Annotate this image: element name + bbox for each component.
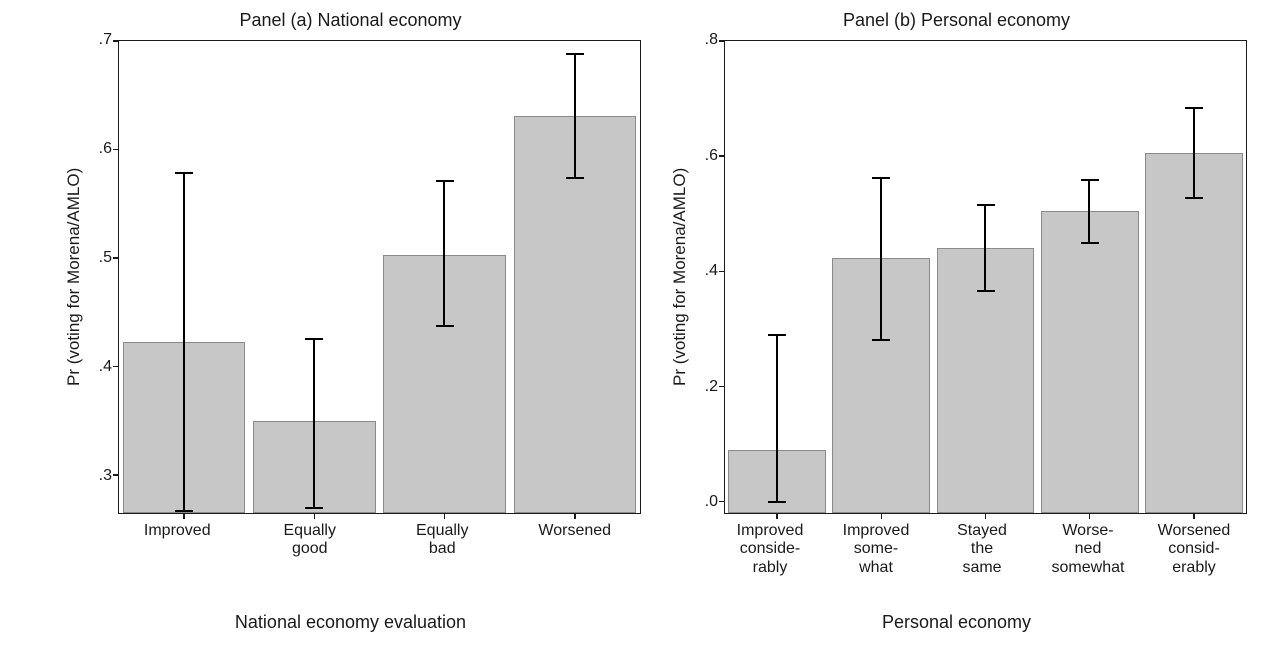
error-cap-high (436, 180, 454, 182)
x-category-label: Equallybad (376, 522, 509, 604)
error-bar (880, 178, 882, 340)
error-bar (313, 338, 315, 507)
ytick-mark (113, 149, 119, 151)
ytick-label: .4 (99, 358, 112, 376)
panel-b-ylabel-suffix: ) (670, 168, 689, 174)
bar (1041, 211, 1139, 513)
x-category-label: Worsened (509, 522, 642, 604)
error-cap-high (305, 338, 323, 340)
error-bar (984, 204, 986, 290)
ytick-mark (113, 474, 119, 476)
panel-a-plot-area (118, 40, 641, 514)
panel-a-title: Panel (a) National economy (60, 10, 641, 40)
error-cap-high (566, 53, 584, 55)
x-category-label: Improved (111, 522, 244, 604)
error-cap-low (175, 510, 193, 512)
x-category-label: Improvedconside-rably (717, 522, 823, 604)
ytick-mark (719, 155, 725, 157)
panel-b-ylabel-prefix: Pr (voting for Morena/ (670, 222, 689, 386)
xtick-mark (444, 513, 446, 519)
panel-a-ytick-column: .3.4.5.6.7 (84, 40, 118, 514)
error-cap-low (977, 290, 995, 292)
xtick-mark (1193, 513, 1195, 519)
error-bar (574, 54, 576, 178)
panel-a-xaxis-label: National economy evaluation (60, 604, 641, 642)
xtick-mark (183, 513, 185, 519)
panel-b-xaxis-label: Personal economy (666, 604, 1247, 642)
error-cap-high (872, 177, 890, 179)
xtick-mark (881, 513, 883, 519)
xtick-mark (314, 513, 316, 519)
panel-b-yaxis-label: Pr (voting for Morena/AMLO) (666, 40, 690, 514)
bar (1145, 153, 1243, 513)
panel-b-ytick-column: .0.2.4.6.8 (690, 40, 724, 514)
error-bar (1088, 180, 1090, 243)
ytick-mark (719, 386, 725, 388)
x-category-label: Equallygood (244, 522, 377, 604)
ytick-label: .6 (99, 140, 112, 158)
ytick-label: .3 (99, 467, 112, 485)
error-cap-low (872, 339, 890, 341)
ytick-mark (113, 40, 119, 42)
ytick-label: .2 (705, 378, 718, 396)
error-cap-low (768, 501, 786, 503)
ytick-mark (719, 271, 725, 273)
error-cap-high (1081, 179, 1099, 181)
ytick-label: .6 (705, 147, 718, 165)
panel-a-ylabel-sc: AMLO (64, 174, 83, 222)
x-category-label: Worse-nedsomewhat (1035, 522, 1141, 604)
ytick-label: .5 (99, 249, 112, 267)
x-category-label: Stayedthesame (929, 522, 1035, 604)
ytick-label: .0 (705, 493, 718, 511)
panel-b-ylabel-sc: AMLO (670, 174, 689, 222)
error-cap-high (768, 334, 786, 336)
ytick-mark (113, 257, 119, 259)
x-category-label: Improvedsome-what (823, 522, 929, 604)
panel-b: Panel (b) Personal economy Pr (voting fo… (666, 10, 1247, 642)
error-bar (443, 181, 445, 325)
panel-a-ylabel-prefix: Pr (voting for Morena/ (64, 222, 83, 386)
panel-a-plot-row: Pr (voting for Morena/AMLO) .3.4.5.6.7 (60, 40, 641, 514)
error-cap-low (305, 507, 323, 509)
xtick-mark (776, 513, 778, 519)
error-cap-low (1185, 197, 1203, 199)
ytick-mark (719, 501, 725, 503)
error-cap-low (1081, 242, 1099, 244)
error-cap-high (175, 172, 193, 174)
error-bar (1193, 108, 1195, 198)
xtick-mark (1089, 513, 1091, 519)
ytick-mark (113, 366, 119, 368)
xtick-mark (574, 513, 576, 519)
panel-a-x-categories: ImprovedEquallygoodEquallybadWorsened (111, 514, 641, 604)
panel-b-title: Panel (b) Personal economy (666, 10, 1247, 40)
panel-a-yaxis-label: Pr (voting for Morena/AMLO) (60, 40, 84, 514)
error-bar (183, 172, 185, 511)
ytick-label: .4 (705, 262, 718, 280)
xtick-mark (985, 513, 987, 519)
panel-b-plot-row: Pr (voting for Morena/AMLO) .0.2.4.6.8 (666, 40, 1247, 514)
ytick-mark (719, 40, 725, 42)
panel-a-ylabel-suffix: ) (64, 168, 83, 174)
x-category-label: Worsenedconsid-erably (1141, 522, 1247, 604)
panel-b-plot-area (724, 40, 1247, 514)
figure-container: Panel (a) National economy Pr (voting fo… (0, 0, 1287, 652)
error-cap-high (1185, 107, 1203, 109)
ytick-label: .8 (705, 31, 718, 49)
panel-a: Panel (a) National economy Pr (voting fo… (60, 10, 641, 642)
ytick-label: .7 (99, 31, 112, 49)
error-bar (776, 335, 778, 502)
error-cap-high (977, 204, 995, 206)
panel-b-x-categories: Improvedconside-rablyImprovedsome-whatSt… (717, 514, 1247, 604)
error-cap-low (566, 177, 584, 179)
error-cap-low (436, 325, 454, 327)
